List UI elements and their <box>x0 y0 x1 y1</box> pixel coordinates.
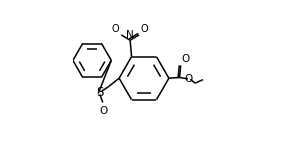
Text: O: O <box>185 74 193 84</box>
Text: N: N <box>126 30 134 40</box>
Text: O: O <box>112 24 120 34</box>
Text: O: O <box>181 54 190 64</box>
Text: S: S <box>96 86 104 99</box>
Text: O: O <box>140 24 148 34</box>
Text: O: O <box>99 106 107 116</box>
